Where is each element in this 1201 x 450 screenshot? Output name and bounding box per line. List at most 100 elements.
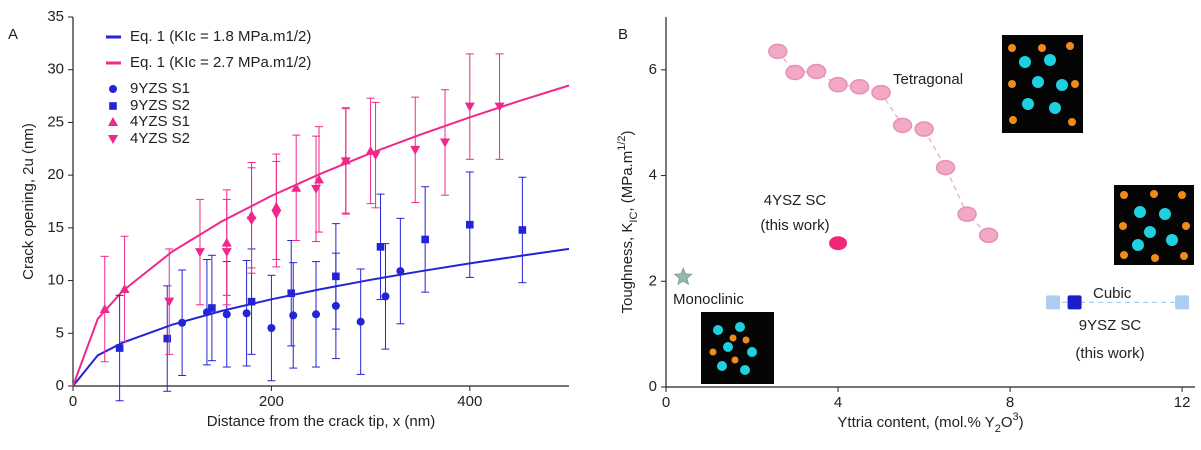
marker <box>1046 295 1061 310</box>
marker <box>311 184 322 194</box>
crystal-inset <box>1114 185 1194 265</box>
marker <box>271 210 282 220</box>
marker <box>312 310 321 319</box>
legend-marker <box>109 85 117 93</box>
series-label: 9YSZ SC <box>1079 317 1142 334</box>
marker <box>340 157 351 167</box>
marker <box>247 297 256 306</box>
crystal-inset <box>1002 35 1083 133</box>
marker <box>246 216 257 226</box>
series-label: Monoclinic <box>673 291 744 308</box>
y-tick-label: 30 <box>47 61 64 78</box>
marker <box>291 182 302 192</box>
y-tick-label: 4 <box>649 167 657 184</box>
marker <box>871 84 891 101</box>
marker <box>287 289 296 298</box>
marker <box>914 121 934 137</box>
x-axis-label-part: ) <box>1019 414 1024 431</box>
y-tick-label: 0 <box>56 377 64 394</box>
legend-marker <box>108 117 118 126</box>
x-tick-label: 8 <box>1006 394 1014 411</box>
marker <box>222 310 231 319</box>
marker <box>464 102 475 112</box>
x-axis-label-part: O <box>1001 414 1013 431</box>
x-tick-label: 200 <box>259 393 284 410</box>
y-tick-label: 35 <box>47 8 64 25</box>
y-axis-label: Toughness, KIC, (MPa.m1/2) <box>616 130 640 313</box>
y-tick-label: 5 <box>56 324 64 341</box>
marker <box>1067 295 1082 310</box>
y-tick-label: 20 <box>47 166 64 183</box>
marker <box>356 317 365 326</box>
marker <box>164 297 175 307</box>
series-note: (this work) <box>760 217 829 234</box>
marker <box>768 43 788 60</box>
series-label: Cubic <box>1093 285 1132 302</box>
y-axis-label-part: , (MPa.m <box>619 151 636 212</box>
marker <box>396 267 405 276</box>
marker <box>1175 295 1190 310</box>
marker <box>673 267 693 286</box>
marker <box>163 334 172 343</box>
x-axis-label-part: Yttria content, (mol.% Y <box>837 414 994 431</box>
panel-letter: A <box>8 26 18 43</box>
marker <box>806 63 827 80</box>
crystal-inset <box>701 312 774 384</box>
legend-label: Eq. 1 (KIc = 2.7 MPa.m1/2) <box>130 54 311 71</box>
marker <box>178 318 187 327</box>
legend-marker <box>109 102 117 110</box>
y-axis-label-part: ) <box>619 130 636 135</box>
legend-label: 4YZS S2 <box>130 130 190 147</box>
marker <box>829 236 848 251</box>
legend-marker <box>108 135 118 144</box>
marker <box>466 220 474 229</box>
x-tick-label: 12 <box>1174 394 1191 411</box>
y-tick-label: 15 <box>47 219 64 236</box>
x-tick-label: 400 <box>457 393 482 410</box>
marker <box>221 248 232 258</box>
x-tick-label: 4 <box>834 394 842 411</box>
marker <box>242 309 251 318</box>
marker <box>828 76 848 93</box>
x-tick-label: 0 <box>662 394 670 411</box>
marker <box>410 145 421 155</box>
series-label: Tetragonal <box>893 71 963 88</box>
marker <box>421 235 429 244</box>
marker <box>115 344 124 352</box>
y-axis-label: Crack opening, 2u (nm) <box>20 123 37 280</box>
marker <box>978 227 999 244</box>
marker <box>785 64 805 81</box>
legend-label: 4YZS S1 <box>130 113 190 130</box>
marker <box>208 304 216 312</box>
marker <box>332 272 340 281</box>
y-axis-label-part: Toughness, K <box>619 223 636 314</box>
y-axis-label-part: IC <box>628 212 640 223</box>
series-label: 4YSZ SC <box>764 192 827 209</box>
marker <box>99 304 110 314</box>
y-tick-label: 25 <box>47 113 64 130</box>
x-axis-label-part: 3 <box>1012 411 1018 423</box>
y-tick-label: 0 <box>649 378 657 395</box>
panel-letter: B <box>618 26 628 43</box>
marker <box>289 311 298 320</box>
series-note: (this work) <box>1075 345 1144 362</box>
marker <box>935 159 956 176</box>
marker <box>892 117 913 134</box>
y-axis-label-part: 1/2 <box>616 135 628 150</box>
marker <box>119 284 130 294</box>
x-axis-label: Yttria content, (mol.% Y2O3) <box>837 411 1023 435</box>
marker <box>518 226 527 234</box>
marker <box>267 324 276 333</box>
marker <box>440 138 450 148</box>
marker <box>494 102 505 112</box>
legend-label: 9YZS S2 <box>130 97 190 114</box>
x-axis-label-part: 2 <box>995 423 1001 435</box>
y-tick-label: 2 <box>649 272 657 289</box>
x-axis-label: Distance from the crack tip, x (nm) <box>207 413 435 430</box>
y-tick-label: 10 <box>47 272 64 289</box>
marker <box>957 206 977 222</box>
line <box>72 247 570 387</box>
marker <box>194 248 205 258</box>
legend-label: 9YZS S1 <box>130 80 190 97</box>
